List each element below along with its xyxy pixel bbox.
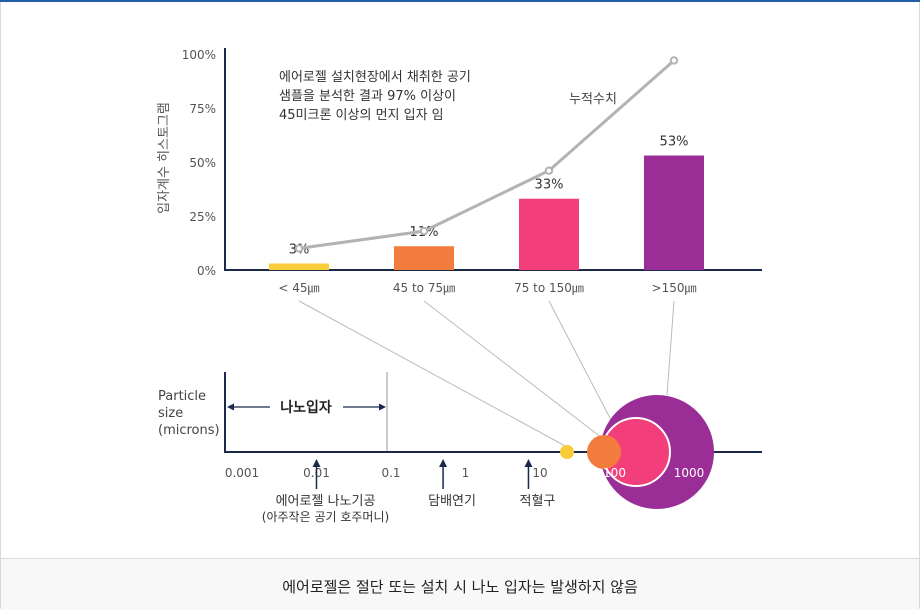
marker-arrowhead — [312, 459, 321, 467]
y-tick-label: 75% — [189, 102, 216, 116]
marker-label: 적혈구 — [520, 494, 556, 509]
annotation-line-3: 45미크론 이상의 먼지 입자 임 — [279, 108, 444, 123]
x-tick-label: < 45㎛ — [278, 281, 319, 295]
marker-arrowhead — [439, 459, 448, 467]
cumulative-point — [544, 166, 554, 175]
scale-tick-label: 0.1 — [381, 466, 400, 480]
nano-arrowhead-right — [379, 403, 386, 411]
y-tick-label: 25% — [189, 210, 216, 224]
bar — [269, 263, 329, 270]
particle-circles — [560, 395, 714, 509]
cumulative-point — [669, 56, 679, 65]
line-series-label: 누적수치 — [569, 92, 617, 107]
y-tick-label: 100% — [182, 48, 216, 62]
connector-line — [666, 300, 675, 396]
x-tick-label: 75 to 150㎛ — [514, 281, 584, 295]
scale-axis-label-3: (microns) — [158, 423, 220, 438]
particle-chart: 입자계수 히스토그램 0%25%50%75%100% 3%11%33%53% <… — [157, 48, 762, 524]
bar — [394, 246, 454, 270]
scale-tick-label: 1000 — [674, 466, 705, 480]
top-accent-line — [0, 0, 920, 2]
bar — [519, 198, 579, 270]
marker-label: 에어로젤 나노기공 — [276, 494, 376, 509]
footer-bar: 에어로젤은 절단 또는 설치 시 나노 입자는 발생하지 않음 — [1, 558, 919, 610]
cumulative-point — [419, 226, 429, 236]
bar-value-label: 33% — [535, 178, 564, 193]
cumulative-line — [294, 56, 679, 253]
marker-label: 담배연기 — [428, 494, 476, 509]
y-axis-label: 입자계수 히스토그램 — [157, 102, 172, 214]
cumulative-polyline — [298, 59, 675, 250]
scale-tick-label: 10 — [532, 466, 547, 480]
y-ticks: 0% 25% 50% 75% 100% — [182, 48, 216, 278]
y-tick-label: 50% — [189, 156, 216, 170]
annotation-line-2: 샘플을 분석한 결과 97% 이상이 — [279, 89, 456, 104]
connector-lines — [298, 300, 675, 448]
nano-arrowhead-left — [227, 403, 234, 411]
y-tick-label: 0% — [197, 264, 216, 278]
marker-arrowhead — [524, 459, 533, 467]
scale-markers: 에어로젤 나노기공(아주작은 공기 호주머니) 담배연기 적혈구 — [262, 459, 556, 524]
nano-range-label: 나노입자 — [280, 400, 332, 416]
particle-circle-tiny — [560, 445, 574, 459]
x-tick-label: >150㎛ — [652, 281, 697, 295]
scale-axis-label-1: Particle — [158, 389, 206, 404]
footer-caption: 에어로젤은 절단 또는 설치 시 나노 입자는 발생하지 않음 — [282, 578, 638, 596]
bar — [644, 155, 704, 270]
connector-line — [298, 300, 568, 448]
scale-tick-label: 1 — [462, 466, 470, 480]
scale-axis-label-2: size — [158, 406, 183, 421]
annotation-line-1: 에어로젤 설치현장에서 채취한 공기 — [279, 70, 471, 85]
connector-line — [548, 300, 612, 421]
scale-tick-label: 0.001 — [225, 466, 259, 480]
particle-circle-small — [587, 435, 621, 469]
scale-tick-label: 100 — [603, 466, 626, 480]
x-tick-label: 45 to 75㎛ — [393, 281, 455, 295]
x-ticks: < 45㎛ 45 to 75㎛ 75 to 150㎛ >150㎛ — [278, 281, 696, 295]
cumulative-point — [294, 244, 304, 253]
marker-label: (아주작은 공기 호주머니) — [262, 510, 389, 524]
connector-line — [423, 300, 603, 439]
bar-value-label: 53% — [660, 135, 689, 150]
